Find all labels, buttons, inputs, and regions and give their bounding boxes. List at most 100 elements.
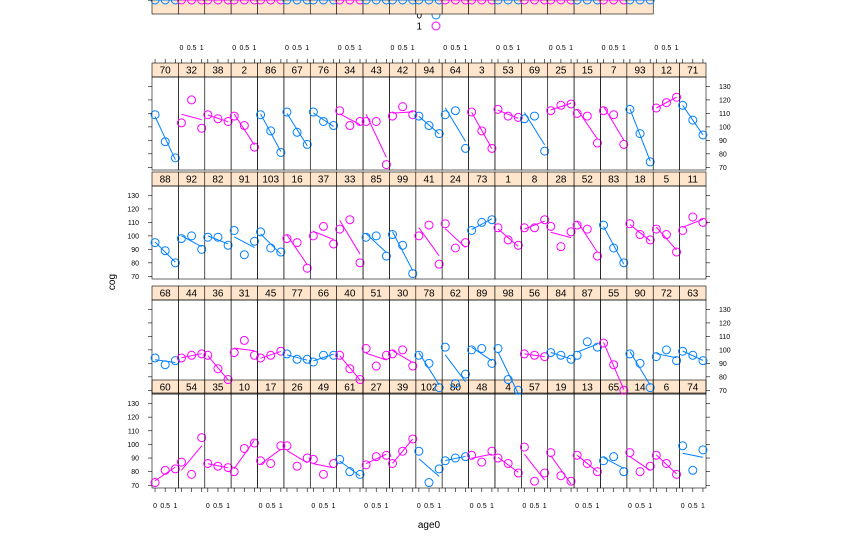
- strip-label: 101: [315, 0, 332, 3]
- data-point: [203, 110, 213, 120]
- data-point: [398, 345, 408, 355]
- data-point: [266, 0, 276, 5]
- panel-91: 91: [229, 171, 259, 280]
- data-point: [160, 246, 170, 256]
- panel-frame: [494, 299, 522, 394]
- data-point: [619, 139, 629, 149]
- panel-frame: [679, 185, 707, 280]
- x-tick-label: 0: [575, 503, 579, 510]
- data-point: [329, 121, 339, 131]
- data-point: [619, 258, 629, 268]
- data-point: [371, 231, 381, 241]
- panel-43: 43: [361, 62, 391, 171]
- data-point: [302, 453, 312, 463]
- strip-label: 58: [450, 0, 462, 3]
- x-tick-label: 1: [622, 45, 626, 52]
- panel-frame: [626, 76, 654, 171]
- panel-48: 48: [467, 379, 497, 489]
- data-point: [361, 460, 371, 470]
- data-point: [414, 231, 424, 241]
- strip-label: 83: [608, 175, 620, 186]
- panel-24: 24: [440, 171, 471, 280]
- data-point: [546, 0, 556, 5]
- data-point: [599, 456, 609, 466]
- strip-label: 78: [423, 289, 435, 300]
- strip-label: 67: [292, 66, 304, 77]
- data-point: [556, 350, 566, 360]
- data-point: [661, 458, 671, 468]
- panel-frame: [600, 299, 628, 394]
- panel-frame: [468, 393, 496, 489]
- fit-line: [603, 106, 625, 141]
- strip-label: 30: [397, 289, 409, 300]
- fit-line: [629, 108, 651, 162]
- strip-label: 47: [186, 0, 198, 3]
- panel-frame: [547, 393, 575, 489]
- strip-label: 46: [239, 0, 251, 3]
- strip-label: 79: [503, 0, 515, 3]
- data-point: [467, 345, 477, 355]
- y-tick-label: 110: [128, 428, 139, 435]
- data-point: [239, 335, 249, 345]
- strip-label: 94: [423, 66, 435, 77]
- data-point: [440, 110, 450, 120]
- fit-line: [603, 342, 625, 390]
- data-point: [493, 453, 503, 463]
- data-point: [387, 349, 397, 359]
- data-point: [513, 0, 523, 5]
- data-point: [672, 247, 682, 257]
- data-point: [440, 219, 450, 229]
- data-point: [645, 461, 655, 471]
- panel-4: 4: [493, 379, 523, 489]
- panel-8: 8: [519, 171, 550, 280]
- panel-2: 2: [229, 62, 259, 171]
- data-point: [381, 160, 391, 170]
- panel-36: 36: [203, 285, 233, 394]
- y-tick-label: 100: [127, 442, 139, 449]
- strip-label: 71: [687, 66, 699, 77]
- x-tick-label: 0.5: [451, 45, 461, 52]
- data-point: [487, 143, 497, 153]
- x-tick-label: 1: [516, 45, 520, 52]
- legend-marker: [431, 21, 441, 31]
- panel-94: 94: [414, 62, 444, 171]
- data-point: [276, 147, 286, 157]
- data-point: [213, 0, 223, 5]
- data-point: [329, 458, 339, 468]
- panel-frame: [547, 76, 575, 171]
- strip-label: 69: [529, 66, 541, 77]
- fit-line: [181, 353, 202, 359]
- strip-label: 24: [450, 175, 462, 186]
- panel-69: 69: [519, 62, 550, 171]
- data-point: [582, 337, 592, 347]
- strip-label: 50: [212, 0, 224, 3]
- panel-95: 95: [414, 0, 444, 15]
- x-tick-label: 1: [332, 503, 336, 510]
- data-point: [329, 350, 339, 360]
- panel-44: 44: [176, 285, 207, 394]
- data-point: [651, 224, 661, 234]
- strip-label: 82: [212, 175, 224, 186]
- data-point: [477, 344, 487, 354]
- data-point: [302, 263, 312, 273]
- data-point: [487, 446, 497, 456]
- panel-27: 27: [361, 379, 391, 489]
- y-tick-label: 100: [127, 233, 139, 240]
- x-tick-label: 1: [253, 45, 257, 52]
- panel-6: 6: [651, 379, 682, 489]
- x-tick-label: 0.5: [424, 503, 434, 510]
- data-point: [461, 369, 471, 379]
- y-tick-label: 80: [131, 260, 139, 267]
- data-point: [355, 375, 365, 385]
- data-point: [599, 106, 609, 116]
- data-point: [170, 356, 180, 366]
- panel-frame: [600, 393, 628, 489]
- data-point: [503, 458, 513, 468]
- data-point: [645, 0, 655, 5]
- data-point: [213, 114, 223, 124]
- panel-39: 39: [387, 379, 418, 489]
- panel-79: 79: [493, 0, 523, 15]
- panel-frame: [230, 299, 258, 394]
- strip-label: 102: [421, 383, 438, 394]
- strip-label: 75: [371, 0, 383, 3]
